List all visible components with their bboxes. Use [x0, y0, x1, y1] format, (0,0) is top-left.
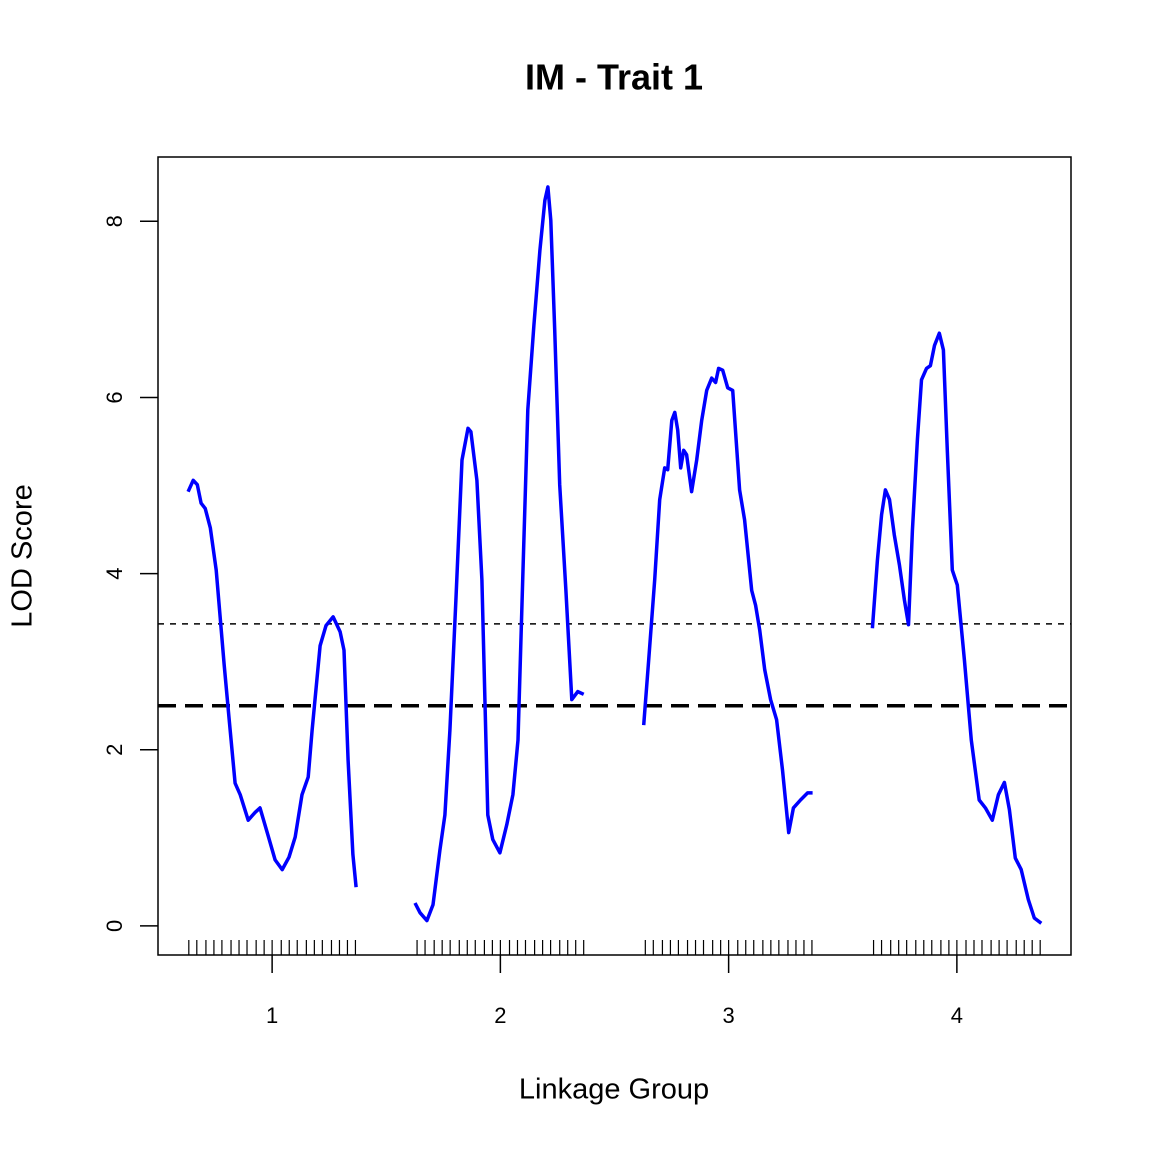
y-tick-label: 8	[102, 215, 127, 227]
x-axis-label: Linkage Group	[519, 1074, 709, 1106]
x-tick-label: 3	[723, 1003, 735, 1028]
lod-curve	[186, 478, 358, 888]
lod-curve	[641, 366, 813, 835]
plot-frame	[157, 156, 1072, 956]
y-tick-label: 2	[102, 744, 127, 756]
y-tick-label: 4	[102, 567, 127, 579]
chart-title: IM - Trait 1	[525, 57, 703, 98]
lod-curve	[870, 331, 1043, 925]
y-axis-label: LOD Score	[7, 484, 39, 627]
lod-curve	[413, 185, 585, 923]
x-tick-label: 2	[494, 1003, 506, 1028]
x-tick-label: 1	[266, 1003, 278, 1028]
y-tick-label: 0	[102, 920, 127, 932]
x-tick-label: 4	[951, 1003, 963, 1028]
y-tick-label: 6	[102, 391, 127, 403]
